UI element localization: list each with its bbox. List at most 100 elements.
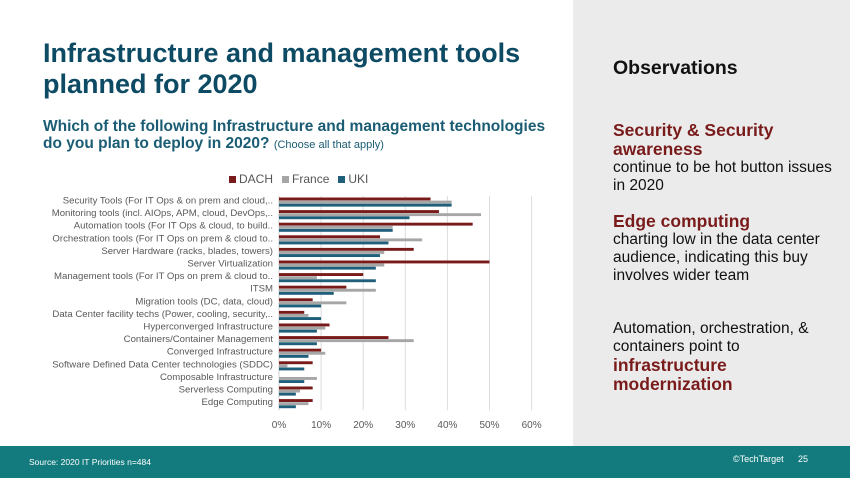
category-label: Migration tools (DC, data, cloud)	[135, 296, 273, 307]
legend-item-uki: UKI	[338, 172, 368, 186]
bar-france	[279, 351, 326, 355]
x-tick-label: 60%	[522, 420, 542, 431]
bar-dach	[279, 260, 490, 264]
bar-uki	[279, 241, 389, 245]
bar-france	[279, 225, 393, 229]
category-label: Server Virtualization	[187, 259, 273, 270]
legend-item-france: France	[282, 172, 329, 186]
bar-france	[279, 389, 301, 393]
subtitle-question: Which of the following Infrastructure an…	[43, 118, 546, 152]
bar-uki	[279, 254, 381, 257]
copyright: ©TechTarget	[733, 454, 784, 464]
bar-france	[279, 276, 317, 280]
bar-france	[279, 364, 288, 368]
bar-france	[279, 200, 452, 204]
bar-uki	[279, 380, 305, 383]
bar-uki	[279, 304, 322, 308]
bar-uki	[279, 367, 305, 371]
bar-france	[279, 301, 347, 305]
bar-dach	[279, 222, 473, 226]
bar-france	[279, 314, 309, 317]
bar-france	[279, 213, 482, 217]
observation-text: charting low in the data center audience…	[613, 231, 820, 284]
observation-text: Automation, orchestration, & containers …	[613, 320, 809, 355]
bar-france	[279, 263, 385, 267]
category-label: ITSM	[250, 284, 273, 295]
category-label: Monitoring tools (incl. AIOps, APM, clou…	[52, 208, 273, 219]
category-label: Security Tools (For IT Ops & on prem and…	[63, 196, 273, 207]
chart-legend: DACH France UKI	[229, 172, 368, 186]
bar-france	[279, 238, 423, 242]
bar-uki	[279, 392, 296, 396]
observation-highlight: Security & Security awareness	[613, 120, 774, 159]
observation-security: Security & Security awareness continue t…	[613, 121, 843, 195]
bar-dach	[279, 386, 313, 390]
legend-label-dach: DACH	[239, 172, 274, 186]
observation-modernization: Automation, orchestration, & containers …	[613, 320, 843, 394]
slide-subtitle: Which of the following Infrastructure an…	[43, 118, 563, 154]
bar-dach	[279, 399, 313, 402]
bar-dach	[279, 247, 414, 251]
bar-uki	[279, 342, 317, 346]
bar-france	[279, 339, 414, 343]
slide-title: Infrastructure and management tools plan…	[43, 38, 521, 99]
observation-edge: Edge computing charting low in the data …	[613, 212, 843, 285]
bar-uki	[279, 317, 322, 320]
x-tick-label: 30%	[395, 420, 415, 431]
bar-chart: 0% 10% 20% 30% 40% 50% 60% Security Tools (For …	[52, 196, 542, 432]
bar-dach	[279, 235, 381, 239]
category-label: Automation tools (For IT Ops & cloud, to…	[74, 221, 273, 232]
bar-dach	[279, 298, 313, 302]
x-tick-label: 10%	[311, 420, 331, 431]
category-label: Hyperconverged Infrastructure	[143, 322, 273, 333]
legend-swatch-uki	[338, 175, 346, 183]
category-label: Server Hardware (racks, blades, towers)	[101, 246, 273, 257]
observation-highlight: Edge computing	[613, 211, 751, 231]
category-label: Orchestration tools (For IT Ops on prem …	[52, 233, 273, 244]
category-label: Data Center facility techs (Power, cooli…	[52, 309, 273, 320]
x-tick-label: 0%	[272, 420, 287, 431]
legend-item-dach: DACH	[229, 172, 273, 186]
category-label: Converged Infrastructure	[167, 347, 273, 358]
bar-uki	[279, 279, 376, 283]
bar-dach	[279, 336, 389, 339]
observation-highlight: infrastructure modernization	[613, 355, 733, 394]
bar-france	[279, 326, 326, 330]
subtitle-note: (Choose all that apply)	[273, 139, 384, 151]
bar-uki	[279, 291, 334, 295]
legend-label-uki: UKI	[348, 172, 369, 186]
bar-france	[279, 288, 376, 292]
legend-label-france: France	[292, 172, 330, 186]
bar-dach	[279, 348, 322, 352]
legend-swatch-dach	[229, 175, 236, 183]
bar-france	[279, 377, 317, 380]
bar-dach	[279, 273, 364, 276]
x-tick-label: 40%	[437, 420, 457, 431]
source-note: Source: 2020 IT Priorities n=484	[29, 457, 151, 467]
observations-panel: Observations Security & Security awarene…	[573, 0, 850, 446]
page-number: 25	[798, 454, 809, 464]
legend-swatch-france	[282, 175, 290, 183]
x-tick-label: 20%	[353, 420, 373, 431]
bar-uki	[279, 228, 393, 232]
bar-dach	[279, 285, 347, 289]
category-label: Management tools (For IT Ops on prem & c…	[54, 271, 273, 282]
observations-heading: Observations	[613, 57, 738, 79]
bar-uki	[279, 266, 376, 270]
bar-dach	[279, 323, 330, 327]
observation-text: continue to be hot button issues in 2020	[613, 159, 832, 194]
bar-uki	[279, 216, 410, 220]
bar-france	[279, 402, 309, 406]
bar-uki	[279, 354, 309, 358]
category-label: Containers/Container Management	[124, 334, 274, 345]
footer-bar: Source: 2020 IT Priorities n=484 ©TechTa…	[0, 446, 850, 478]
bar-france	[279, 251, 385, 254]
bar-uki	[279, 405, 296, 409]
bar-uki	[279, 203, 452, 207]
x-tick-label: 50%	[479, 420, 499, 431]
bar-dach	[279, 361, 313, 365]
bar-dach	[279, 210, 439, 213]
bar-dach	[279, 197, 431, 201]
category-label: Edge Computing	[202, 397, 273, 408]
bar-dach	[279, 310, 305, 314]
